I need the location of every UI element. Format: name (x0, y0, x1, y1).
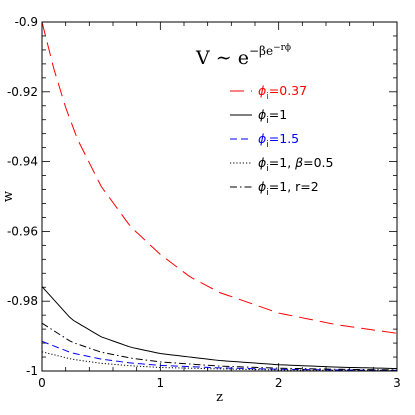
legend-phi: ϕ (258, 83, 266, 98)
axis-ticks (41, 21, 398, 372)
y-tick-label: -0.96 (7, 224, 38, 238)
legend-label: ϕi=1, β=0.5 (258, 155, 333, 174)
formula-exponent-sup: −rϕ (273, 43, 291, 53)
legend-phi: ϕ (258, 131, 266, 146)
series-curves (41, 21, 398, 372)
plot-frame (41, 21, 398, 372)
legend-beta: β (294, 155, 303, 170)
formula-exponent: −βe (249, 44, 273, 58)
legend-label: ϕi=1.5 (258, 131, 299, 150)
x-axis-label: z (216, 390, 223, 405)
y-tick-label: -0.94 (7, 155, 38, 169)
y-tick-label: -0.92 (7, 85, 38, 99)
series-line (41, 286, 398, 370)
legend-phi: ϕ (258, 155, 266, 170)
legend-phi: ϕ (258, 179, 266, 194)
legend-label: ϕi=1 (258, 107, 287, 126)
legend-label: ϕi=1, r=2 (258, 179, 319, 198)
legend-subscript: i (266, 92, 269, 102)
legend-subscript: i (266, 140, 269, 150)
x-tick-label: 2 (275, 376, 283, 390)
legend-subscript: i (266, 188, 269, 198)
formula-lhs: V ∼ e (195, 47, 249, 69)
legend-subscript: i (266, 116, 269, 126)
x-tick-label: 0 (38, 376, 46, 390)
legend-value: =1.5 (269, 131, 299, 146)
series-line (41, 340, 398, 371)
legend-phi: ϕ (258, 107, 266, 122)
potential-formula: V ∼ e−βe−rϕ (195, 43, 291, 69)
y-axis-label: w (1, 191, 16, 202)
legend-value: =1 (269, 107, 287, 122)
legend-label: ϕi=0.37 (258, 83, 307, 102)
legend-subscript: i (266, 164, 269, 174)
x-tick-label: 1 (157, 376, 165, 390)
y-tick-label: -0.98 (7, 294, 38, 308)
legend-value: =1, (269, 155, 295, 170)
legend-value: =0.37 (269, 83, 307, 98)
y-tick-label: -1 (26, 364, 38, 378)
x-tick-label: 3 (393, 376, 401, 390)
y-tick-label: -0.9 (15, 15, 38, 29)
tick-labels: 0 1 2 3 -1 -0.98 -0.96 -0.94 -0.92 -0.9 (7, 15, 401, 390)
series-line (41, 21, 398, 334)
legend-value: =0.5 (303, 155, 333, 170)
legend-value: =1, r=2 (269, 179, 319, 194)
